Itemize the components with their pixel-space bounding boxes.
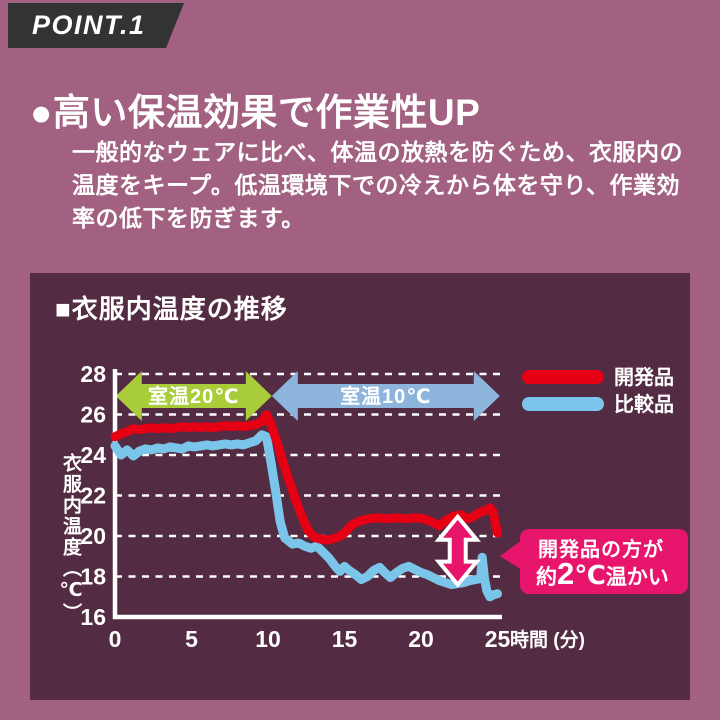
- chart-panel-title: ■衣服内温度の推移: [55, 294, 288, 324]
- temperature-line-chart: 室温20℃ 室温10℃ 16 18 20 22 24 26 28 0 5 10 15 20 25 時間 (分)…: [80, 361, 688, 652]
- ytick-22: 22: [80, 483, 106, 509]
- gap-arrow: [434, 513, 481, 588]
- xtick-5: 5: [185, 626, 198, 652]
- chart-panel: ■衣服内温度の推移 衣服内温度（℃） 室温20℃ 室温10℃ 16 18 20 22 24 2…: [30, 273, 690, 700]
- ytick-20: 20: [80, 523, 106, 549]
- zone-label-1: 室温10℃: [340, 384, 431, 408]
- ytick-26: 26: [80, 402, 106, 428]
- xtick-10: 10: [255, 626, 281, 652]
- section-heading: ●高い保温効果で作業性UP: [30, 92, 481, 133]
- legend-swatch-比較品: [522, 397, 604, 411]
- legend-swatch-開発品: [522, 370, 604, 384]
- xtick-0: 0: [109, 626, 122, 652]
- callout-line1: 開発品の方が: [538, 537, 664, 561]
- ytick-16: 16: [80, 604, 106, 630]
- callout-tail: [500, 540, 522, 570]
- series-line-開発品: [110, 410, 502, 545]
- ytick-24: 24: [80, 442, 106, 468]
- ytick-18: 18: [80, 564, 106, 590]
- callout-box: [520, 529, 688, 594]
- x-axis-unit: 時間 (分): [510, 629, 585, 651]
- callout-line2: 約2℃温かい: [536, 556, 669, 591]
- zone-arrow-0: [115, 371, 272, 421]
- xtick-25: 25: [485, 626, 511, 652]
- xtick-15: 15: [332, 626, 358, 652]
- legend-label-比較品: 比較品: [614, 392, 674, 416]
- series-line-比較品: [110, 430, 502, 602]
- xtick-20: 20: [408, 626, 434, 652]
- description-text: 一般的なウェアに比べ、体温の放熱を防ぐため、衣服内の 温度をキープ。低温環境下で…: [72, 139, 683, 231]
- legend-label-開発品: 開発品: [614, 365, 674, 389]
- zone-label-0: 室温20℃: [148, 384, 239, 408]
- ytick-28: 28: [80, 361, 106, 387]
- point-badge-label: POINT.1: [32, 10, 146, 40]
- y-axis-title: 衣服内温度（℃）: [60, 453, 81, 624]
- point-badge: POINT.1: [8, 3, 184, 48]
- zone-arrow-1: [271, 371, 500, 421]
